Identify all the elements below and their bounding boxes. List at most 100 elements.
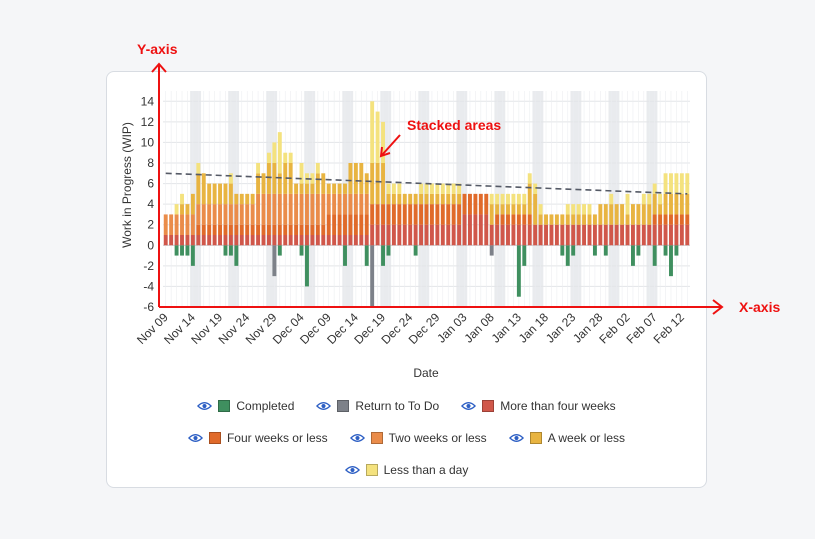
x-axis-annotation: X-axis: [739, 299, 781, 315]
bar-more-than-four-weeks: [440, 224, 445, 246]
bar-completed: [603, 245, 608, 256]
stacked-areas-annotation: Stacked areas: [407, 117, 502, 133]
bar-four-weeks-or-less: [429, 204, 434, 225]
bar-four-weeks-or-less: [261, 224, 266, 235]
bar-a-week-or-less: [674, 193, 679, 215]
bar-two-weeks-or-less: [234, 204, 239, 225]
bar-more-than-four-weeks: [538, 224, 543, 246]
eye-icon[interactable]: [349, 433, 365, 443]
bar-more-than-four-weeks: [500, 224, 505, 246]
bar-four-weeks-or-less: [223, 224, 228, 235]
bar-more-than-four-weeks: [288, 235, 293, 246]
eye-icon[interactable]: [197, 401, 213, 411]
bar-a-week-or-less: [571, 214, 576, 225]
bar-more-than-four-weeks: [196, 235, 201, 246]
bar-two-weeks-or-less: [364, 193, 369, 215]
chart-legend: Completed Return to To Do More than four w…: [106, 398, 707, 478]
bar-two-weeks-or-less: [288, 193, 293, 225]
bar-four-weeks-or-less: [218, 224, 223, 235]
bar-more-than-four-weeks: [603, 224, 608, 246]
legend-label: Four weeks or less: [226, 431, 328, 445]
x-axis-title: Date: [413, 366, 439, 380]
bar-four-weeks-or-less: [332, 214, 337, 235]
bar-more-than-four-weeks: [228, 235, 233, 246]
eye-icon[interactable]: [344, 465, 360, 475]
bar-a-week-or-less: [685, 193, 690, 215]
bar-a-week-or-less: [679, 193, 684, 215]
legend-item-four-weeks-or-less[interactable]: Four weeks or less: [187, 430, 328, 446]
legend-item-return-to-to-do[interactable]: Return to To Do: [316, 398, 439, 414]
bar-two-weeks-or-less: [321, 193, 326, 225]
bar-completed: [305, 245, 309, 287]
bar-four-weeks-or-less: [207, 224, 212, 235]
bar-less-than-a-day: [685, 173, 690, 194]
bar-two-weeks-or-less: [196, 204, 201, 225]
eye-icon[interactable]: [187, 433, 203, 443]
bar-four-weeks-or-less: [343, 214, 347, 235]
bar-completed: [180, 245, 184, 256]
bar-a-week-or-less: [658, 204, 663, 215]
bar-more-than-four-weeks: [321, 235, 326, 246]
callout-arrow-head: [379, 146, 391, 158]
bar-completed: [571, 245, 576, 256]
bar-less-than-a-day: [451, 183, 456, 194]
bar-two-weeks-or-less: [190, 214, 195, 235]
bar-a-week-or-less: [429, 193, 434, 205]
bar-a-week-or-less: [180, 204, 184, 215]
eye-icon[interactable]: [316, 401, 332, 411]
eye-icon[interactable]: [461, 401, 477, 411]
bar-four-weeks-or-less: [473, 193, 478, 215]
y-axis-title: Work in Progress (WIP): [120, 122, 134, 248]
bar-more-than-four-weeks: [326, 235, 331, 246]
bar-two-weeks-or-less: [207, 204, 212, 225]
legend-item-a-week-or-less[interactable]: A week or less: [508, 430, 625, 446]
bar-less-than-a-day: [277, 132, 282, 174]
bar-more-than-four-weeks: [484, 214, 489, 246]
x-tick-label: Feb 12: [651, 310, 688, 347]
legend-item-more-than-four-weeks[interactable]: More than four weeks: [461, 398, 616, 414]
bar-less-than-a-day: [370, 101, 375, 163]
bar-less-than-a-day: [500, 193, 505, 205]
bar-four-weeks-or-less: [310, 224, 315, 235]
bar-more-than-four-weeks: [478, 214, 483, 246]
bar-less-than-a-day: [440, 183, 445, 194]
bar-less-than-a-day: [522, 193, 527, 205]
bar-less-than-a-day: [625, 193, 630, 215]
legend-item-two-weeks-or-less[interactable]: Two weeks or less: [349, 430, 487, 446]
bar-less-than-a-day: [669, 173, 673, 194]
bar-a-week-or-less: [266, 163, 271, 194]
bar-more-than-four-weeks: [207, 235, 212, 246]
trend-line-group: [165, 172, 688, 195]
bar-more-than-four-weeks: [375, 224, 380, 246]
bar-more-than-four-weeks: [353, 235, 358, 246]
bar-two-weeks-or-less: [185, 214, 190, 235]
bar-four-weeks-or-less: [391, 204, 396, 225]
bar-return-to-to-do: [272, 245, 277, 277]
bar-a-week-or-less: [413, 193, 418, 205]
bar-a-week-or-less: [500, 204, 505, 215]
bar-a-week-or-less: [598, 204, 603, 225]
bar-a-week-or-less: [305, 183, 309, 194]
weekend-band-10: [570, 91, 582, 307]
bar-a-week-or-less: [381, 163, 385, 205]
bar-completed: [223, 245, 228, 256]
bar-completed: [652, 245, 657, 266]
bar-more-than-four-weeks: [435, 224, 440, 246]
bar-a-week-or-less: [451, 193, 456, 205]
bar-four-weeks-or-less: [658, 214, 663, 225]
bar-two-weeks-or-less: [201, 204, 206, 225]
bar-a-week-or-less: [663, 193, 668, 215]
legend-item-completed[interactable]: Completed: [197, 398, 294, 414]
bar-a-week-or-less: [533, 193, 538, 225]
eye-icon[interactable]: [508, 433, 524, 443]
legend-swatch: [529, 432, 542, 444]
bar-four-weeks-or-less: [500, 214, 505, 225]
weekend-band-2: [266, 91, 278, 307]
bar-a-week-or-less: [582, 214, 587, 225]
bar-a-week-or-less: [201, 173, 206, 205]
bar-less-than-a-day: [495, 193, 500, 205]
bar-a-week-or-less: [299, 183, 304, 194]
bar-a-week-or-less: [419, 193, 424, 205]
legend-item-less-than-a-day[interactable]: Less than a day: [344, 462, 468, 478]
bar-more-than-four-weeks: [522, 224, 527, 246]
